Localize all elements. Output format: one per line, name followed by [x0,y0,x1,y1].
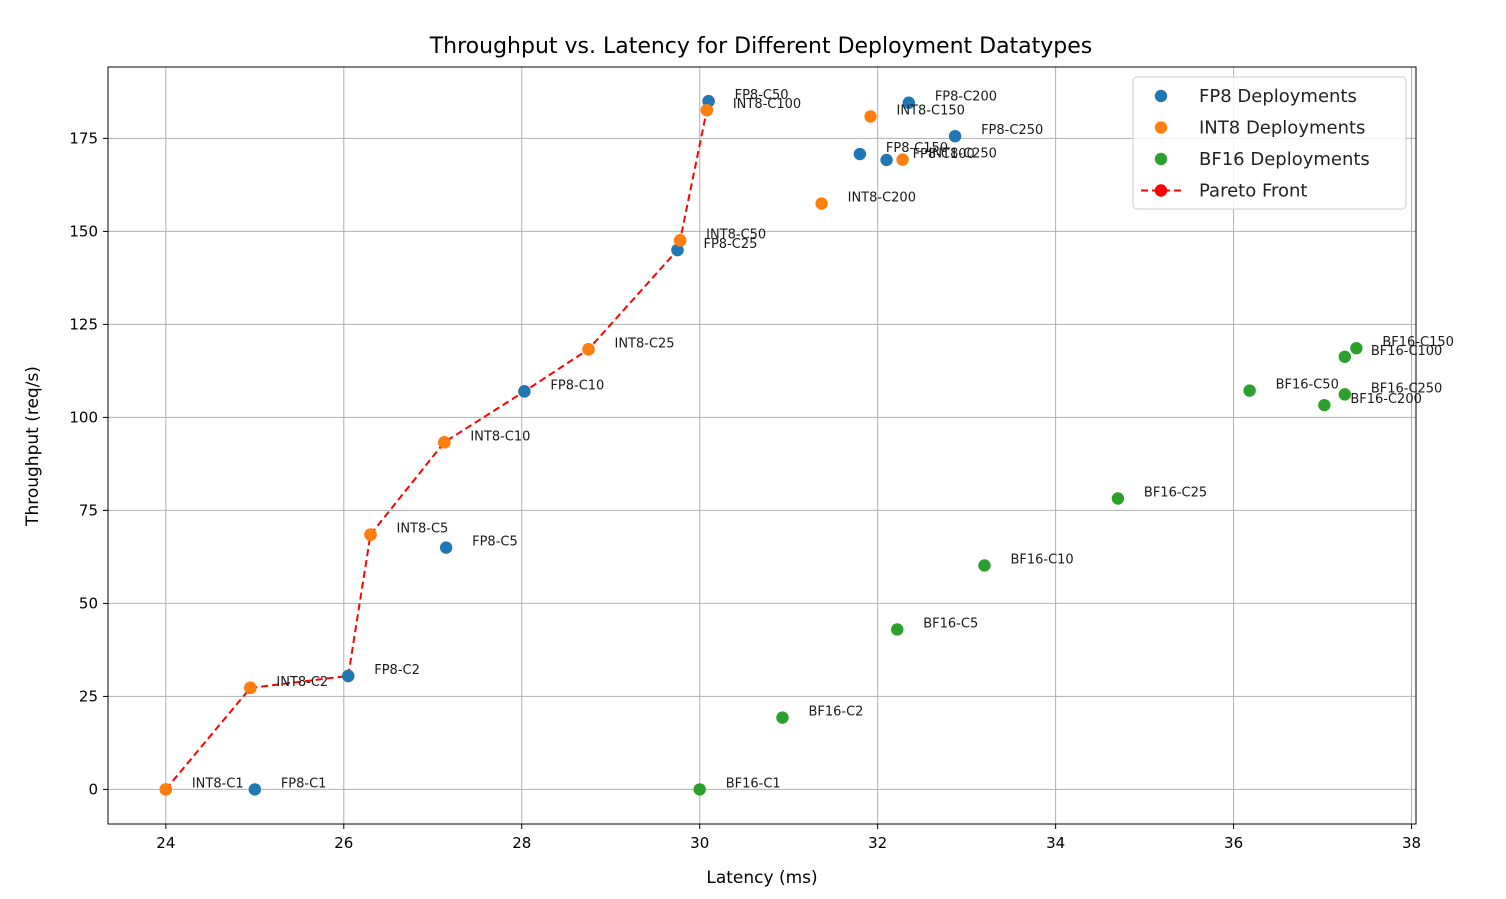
plot-frame [107,66,1417,825]
point-label: BF16-C100 [1371,344,1443,359]
point-label: BF16-C50 [1276,378,1339,393]
y-axis-label: Throughput (req/s) [23,366,43,527]
data-point [438,436,451,449]
point-label: INT8-C100 [733,97,801,112]
x-tick-label: 32 [868,834,887,852]
scatter-series [159,95,1363,796]
legend-marker [1154,184,1168,197]
data-point [700,103,714,117]
point-label: INT8-C150 [897,103,965,118]
data-point [891,623,904,636]
point-label: FP8-C250 [981,123,1043,138]
y-tick-label: 100 [69,408,98,426]
point-label: FP8-C2 [374,663,420,678]
data-point [673,234,687,247]
x-tick-label: 38 [1402,834,1421,852]
legend-marker [1154,89,1168,103]
point-label: INT8-C2 [276,675,328,690]
point-label: BF16-C5 [923,616,978,631]
data-point [776,711,789,724]
legend: FP8 Deployments INT8 Deployments BF16 Depl… [1132,76,1407,210]
point-label: BF16-C2 [808,705,863,720]
x-axis-label: Latency (ms) [706,868,817,888]
data-point [342,669,355,683]
legend-entry-label: Pareto Front [1199,181,1307,202]
point-label: FP8-C150 [886,141,948,156]
data-point [364,528,377,541]
y-tick-label: 175 [69,129,98,147]
point-label: BF16-C1 [726,776,781,791]
x-tick-label: 24 [156,834,175,852]
legend-entry-label: FP8 Deployments [1199,86,1357,107]
data-point [582,343,595,356]
x-tick-label: 30 [690,834,709,852]
data-point [159,783,173,796]
point-label: FP8-C100 [913,147,975,162]
point-label: INT8-C10 [470,429,530,444]
point-label: INT8-C5 [396,522,448,537]
point-label: INT8-C50 [706,227,766,242]
legend-box [1132,76,1407,210]
y-tick-label: 50 [79,594,98,612]
data-point [896,153,909,166]
point-label: FP8-C200 [935,90,997,105]
data-point [864,110,877,123]
point-label: BF16-C150 [1382,335,1454,350]
data-point [815,197,828,210]
legend-marker [1154,152,1168,166]
point-label: INT8-C200 [848,191,916,206]
data-point [1111,492,1125,505]
y-tick-label: 75 [79,501,98,519]
legend-entry-label: BF16 Deployments [1199,149,1370,170]
y-tick-label: 25 [79,687,98,705]
point-label: INT8-C25 [614,336,674,351]
data-point [244,681,257,695]
data-point [248,783,262,796]
point-label: INT8-C1 [192,776,244,791]
x-tick-label: 34 [1046,834,1065,852]
data-point [1338,350,1352,363]
x-tick-label: 36 [1224,834,1243,852]
data-point [902,96,916,109]
point-label: INT8-C250 [929,147,997,162]
legend-entry-label: INT8 Deployments [1199,118,1365,139]
y-tick-label: 150 [69,222,98,240]
pareto-front [159,95,715,796]
point-labels: FP8-C1 FP8-C2 FP8-C5 FP8-C10 FP8-C25 FP8-C50 F… [192,88,1454,791]
data-point [880,153,893,167]
axis-ticks: 24 26 28 30 32 34 36 38 0 25 50 75 100 125 150 175 [69,129,1421,852]
data-point [1338,388,1352,401]
point-label: BF16-C10 [1010,552,1073,567]
point-label: BF16-C25 [1144,486,1207,501]
y-tick-label: 0 [88,780,98,798]
data-point [439,541,453,554]
data-point [671,243,684,257]
data-point [693,783,706,796]
point-label: BF16-C250 [1371,381,1443,396]
data-point [948,129,962,143]
data-point [853,147,867,161]
point-label: FP8-C1 [281,776,327,791]
data-point [1350,342,1363,355]
data-point [1243,384,1256,397]
grid [108,67,1416,824]
point-label: FP8-C5 [472,535,518,550]
data-point [978,559,991,572]
data-point [518,385,531,398]
point-label: FP8-C50 [735,88,789,103]
x-tick-label: 26 [334,834,353,852]
legend-marker [1154,121,1168,134]
data-point [1318,398,1331,412]
point-label: FP8-C25 [703,237,757,252]
point-label: BF16-C200 [1350,392,1422,407]
point-label: FP8-C10 [550,378,604,393]
x-tick-label: 28 [512,834,531,852]
y-tick-label: 125 [69,315,98,333]
chart-title: Throughput vs. Latency for Different Dep… [429,34,1093,59]
